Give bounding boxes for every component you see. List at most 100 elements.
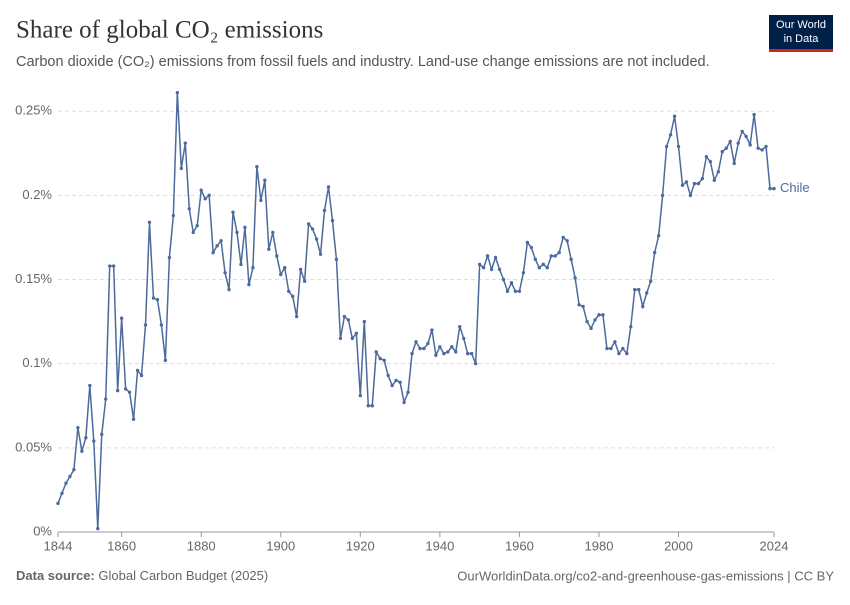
point <box>692 181 697 186</box>
point <box>652 250 657 255</box>
point <box>139 373 144 378</box>
point <box>314 237 319 241</box>
point <box>525 240 530 245</box>
point <box>199 188 203 193</box>
point <box>108 264 112 268</box>
point <box>342 314 347 319</box>
point <box>358 393 363 398</box>
point <box>370 404 374 408</box>
point <box>115 388 120 393</box>
point <box>545 266 549 270</box>
point <box>656 234 661 238</box>
point <box>593 318 597 322</box>
point <box>601 313 605 317</box>
point <box>179 166 184 171</box>
point <box>398 380 402 384</box>
point <box>247 282 251 287</box>
point <box>605 346 609 351</box>
point <box>127 390 132 394</box>
point <box>637 287 641 292</box>
point <box>645 291 649 295</box>
point <box>430 328 434 332</box>
point <box>585 319 589 324</box>
point <box>306 222 311 226</box>
x-tick-label: 1880 <box>187 538 216 553</box>
point <box>458 324 462 329</box>
x-tick-label: 1940 <box>425 538 454 553</box>
footer-url[interactable]: OurWorldinData.org/co2-and-greenhouse-ga… <box>457 568 834 583</box>
point <box>708 159 713 164</box>
point <box>56 501 60 506</box>
point <box>231 210 235 214</box>
point <box>764 144 768 149</box>
point <box>589 326 593 331</box>
point <box>163 358 168 363</box>
y-tick-label: 0% <box>33 523 52 538</box>
source-text: Global Carbon Budget (2025) <box>98 568 268 583</box>
point <box>147 220 152 224</box>
point <box>255 165 259 169</box>
point <box>557 250 561 255</box>
point <box>481 266 486 270</box>
point <box>386 373 390 378</box>
y-tick-label: 0.25% <box>15 103 52 118</box>
point <box>151 296 156 300</box>
point <box>485 254 490 258</box>
point <box>402 400 406 405</box>
point <box>155 298 160 302</box>
point <box>469 351 474 356</box>
point <box>111 264 116 268</box>
point <box>565 239 569 243</box>
point <box>287 289 291 294</box>
point <box>326 185 331 189</box>
point <box>72 468 76 472</box>
point <box>641 304 645 309</box>
point <box>92 439 96 443</box>
point <box>426 341 430 346</box>
point <box>477 262 482 267</box>
point <box>633 287 637 292</box>
y-tick-label: 0.15% <box>15 271 52 286</box>
point <box>768 186 772 191</box>
point <box>493 255 498 260</box>
point <box>203 197 207 201</box>
point <box>446 350 450 354</box>
x-tick-label: 2000 <box>664 538 693 553</box>
point <box>64 481 68 485</box>
point <box>175 90 180 95</box>
logo-box <box>769 15 833 49</box>
point <box>207 193 211 198</box>
footer-source: Data source: Global Carbon Budget (2025) <box>16 568 268 583</box>
point <box>227 287 231 292</box>
point <box>374 350 378 354</box>
logo[interactable]: Our World in Data <box>769 15 833 52</box>
point <box>609 346 613 351</box>
point <box>187 207 191 211</box>
point <box>648 279 653 283</box>
point <box>752 112 756 117</box>
point <box>712 178 717 182</box>
point <box>450 345 454 349</box>
point <box>704 154 709 159</box>
point <box>259 198 263 203</box>
point <box>569 257 573 262</box>
point <box>223 271 227 275</box>
point <box>104 397 108 401</box>
point <box>553 254 557 258</box>
point <box>167 255 172 260</box>
point <box>581 304 585 309</box>
point <box>239 262 243 267</box>
point <box>434 353 438 357</box>
point <box>338 336 343 341</box>
point <box>561 235 565 240</box>
point <box>537 266 542 270</box>
source-label: Data source: <box>16 568 95 583</box>
point <box>84 436 88 440</box>
point <box>732 161 736 166</box>
point <box>466 351 470 356</box>
point <box>302 279 307 283</box>
point <box>88 383 92 388</box>
point <box>80 449 84 453</box>
